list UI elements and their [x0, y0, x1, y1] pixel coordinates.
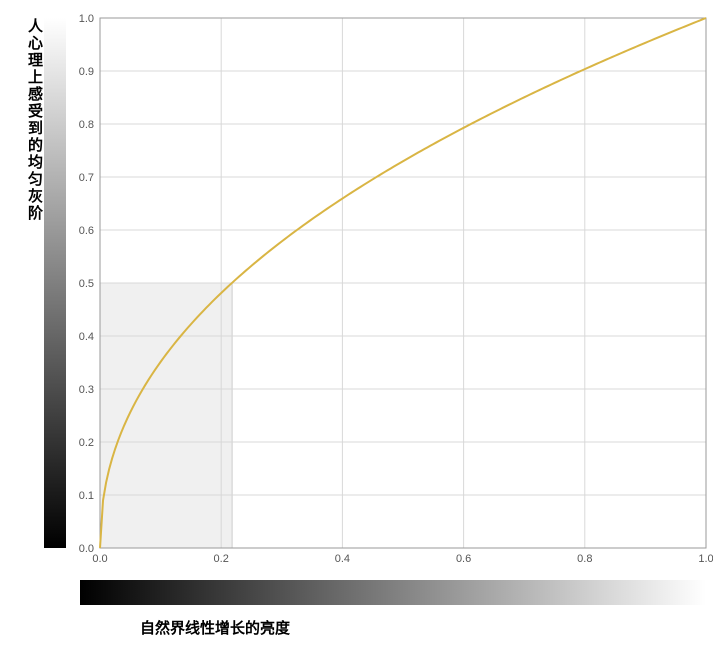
y-tick-label: 0.9	[79, 66, 94, 78]
x-tick-label: 0.6	[456, 553, 471, 565]
x-axis-label: 自然界线性增长的亮度	[140, 617, 290, 638]
y-axis-gradient-bar	[44, 18, 66, 548]
x-tick-label: 0.2	[214, 553, 229, 565]
y-axis-label: 人心理上感受到的均匀灰阶	[24, 18, 45, 222]
y-tick-label: 0.1	[79, 490, 94, 502]
x-tick-label: 0.8	[577, 553, 592, 565]
x-axis-gradient-bar	[80, 580, 706, 605]
y-tick-label: 0.8	[79, 119, 94, 131]
y-tick-label: 0.4	[79, 331, 94, 343]
x-tick-label: 0.4	[335, 553, 350, 565]
y-tick-label: 0.3	[79, 384, 94, 396]
y-tick-label: 0.6	[79, 225, 94, 237]
x-tick-label: 1.0	[698, 553, 713, 565]
gamma-curve-chart: 0.00.10.20.30.40.50.60.70.80.91.00.00.20…	[68, 10, 713, 565]
y-tick-label: 0.2	[79, 437, 94, 449]
y-tick-label: 0.7	[79, 172, 94, 184]
y-tick-label: 1.0	[79, 13, 94, 25]
x-tick-label: 0.0	[92, 553, 107, 565]
y-tick-label: 0.5	[79, 278, 94, 290]
